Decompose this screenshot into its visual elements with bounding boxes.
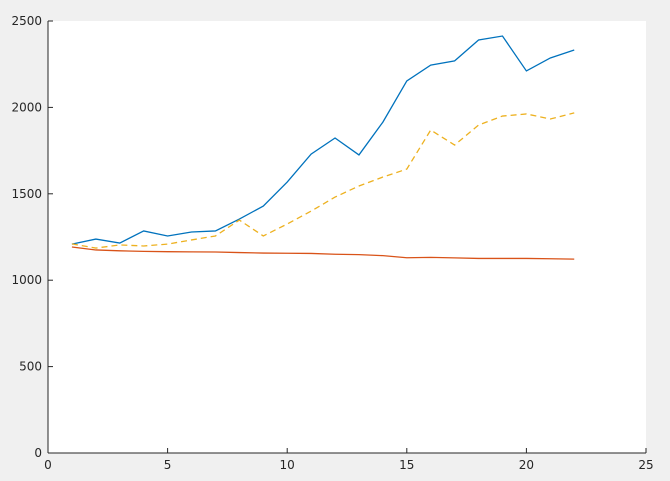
y-tick-label: 500 [19,360,42,374]
plot-area [48,21,646,453]
x-tick-label: 25 [638,458,653,472]
y-tick-label: 2000 [11,100,42,114]
series-line [71,112,575,249]
series-line [71,246,575,260]
series-line [71,35,575,245]
x-tick-label: 5 [164,458,172,472]
x-tick-label: 0 [44,458,52,472]
y-tick-label: 1500 [11,187,42,201]
y-tick-label: 2500 [11,14,42,28]
x-tick-label: 20 [519,458,534,472]
x-tick-label: 10 [280,458,295,472]
x-tick-label: 15 [399,458,414,472]
y-tick-label: 0 [34,446,42,460]
y-tick-label: 1000 [11,273,42,287]
